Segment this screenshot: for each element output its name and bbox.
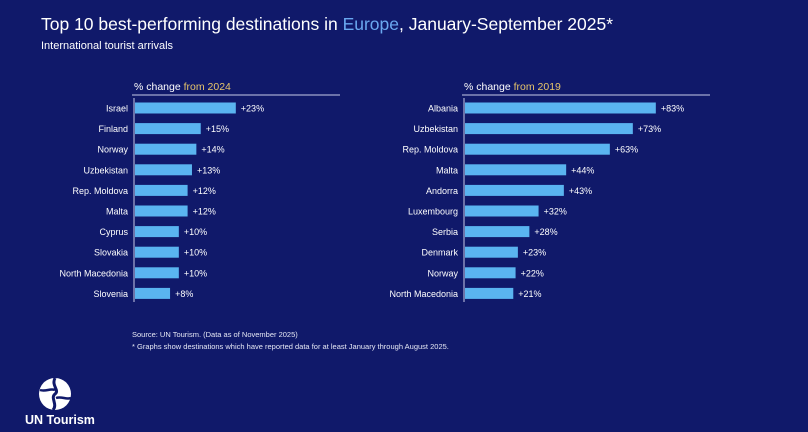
bar	[135, 164, 192, 176]
bar	[135, 267, 179, 279]
bar	[465, 226, 530, 238]
category-label: North Macedonia	[389, 289, 458, 299]
data-label: +32%	[544, 207, 567, 217]
bar	[135, 143, 197, 155]
chart-title: % change from 2019	[464, 81, 561, 93]
bar	[465, 287, 514, 299]
bar	[135, 102, 236, 114]
category-label: Israel	[106, 104, 128, 114]
chart-title: % change from 2024	[134, 81, 231, 93]
data-label: +43%	[569, 186, 592, 196]
category-label: Uzbekistan	[413, 124, 458, 134]
category-label: Finland	[98, 124, 128, 134]
un-tourism-logo-icon	[39, 377, 72, 411]
data-label: +13%	[197, 165, 220, 175]
data-label: +21%	[518, 289, 541, 299]
data-label: +83%	[661, 104, 684, 114]
data-label: +8%	[175, 289, 193, 299]
source-note: Source: UN Tourism. (Data as of November…	[132, 330, 298, 339]
bar	[135, 246, 179, 258]
category-label: Denmark	[421, 248, 458, 258]
bar	[465, 205, 539, 217]
data-label: +28%	[534, 227, 557, 237]
logo-text: UN Tourism	[25, 413, 95, 427]
bar	[465, 164, 567, 176]
bar	[465, 102, 656, 114]
data-label: +73%	[638, 124, 661, 134]
footnote: * Graphs show destinations which have re…	[132, 342, 449, 351]
category-label: Norway	[427, 268, 458, 278]
data-label: +10%	[184, 268, 207, 278]
data-label: +23%	[241, 104, 264, 114]
data-label: +12%	[193, 186, 216, 196]
data-label: +14%	[201, 145, 224, 155]
category-label: Rep. Moldova	[72, 186, 128, 196]
bar	[465, 267, 516, 279]
category-label: Malta	[436, 165, 458, 175]
page-subtitle: International tourist arrivals	[41, 40, 174, 52]
category-label: Malta	[106, 207, 128, 217]
chart-title-highlight: from 2024	[184, 81, 231, 93]
page-title: Top 10 best-performing destinations in E…	[41, 14, 613, 35]
title-text: Top 10 best-performing destinations in	[41, 14, 343, 34]
bar	[465, 143, 610, 155]
bar	[135, 184, 188, 196]
category-label: North Macedonia	[59, 268, 128, 278]
data-label: +44%	[571, 165, 594, 175]
category-label: Slovenia	[93, 289, 128, 299]
bar	[135, 226, 179, 238]
category-label: Andorra	[426, 186, 458, 196]
data-label: +12%	[193, 207, 216, 217]
bar	[465, 246, 518, 258]
chart-title-text: % change	[464, 81, 514, 93]
bar	[465, 184, 564, 196]
category-label: Slovakia	[94, 248, 128, 258]
bar	[135, 287, 171, 299]
category-label: Uzbekistan	[83, 165, 128, 175]
bar	[465, 123, 633, 135]
chart-title-text: % change	[134, 81, 184, 93]
title-text-end: , January-September 2025*	[399, 14, 614, 34]
chart-title-highlight: from 2019	[514, 81, 561, 93]
data-label: +23%	[523, 248, 546, 258]
category-label: Norway	[97, 145, 128, 155]
bar	[135, 205, 188, 217]
category-label: Luxembourg	[408, 207, 458, 217]
data-label: +15%	[206, 124, 229, 134]
bar	[135, 123, 201, 135]
data-label: +63%	[615, 145, 638, 155]
data-label: +22%	[521, 268, 544, 278]
category-label: Cyprus	[99, 227, 128, 237]
data-label: +10%	[184, 227, 207, 237]
category-label: Serbia	[432, 227, 458, 237]
title-highlight: Europe	[342, 14, 399, 34]
data-label: +10%	[184, 248, 207, 258]
category-label: Albania	[428, 104, 458, 114]
category-label: Rep. Moldova	[402, 145, 458, 155]
